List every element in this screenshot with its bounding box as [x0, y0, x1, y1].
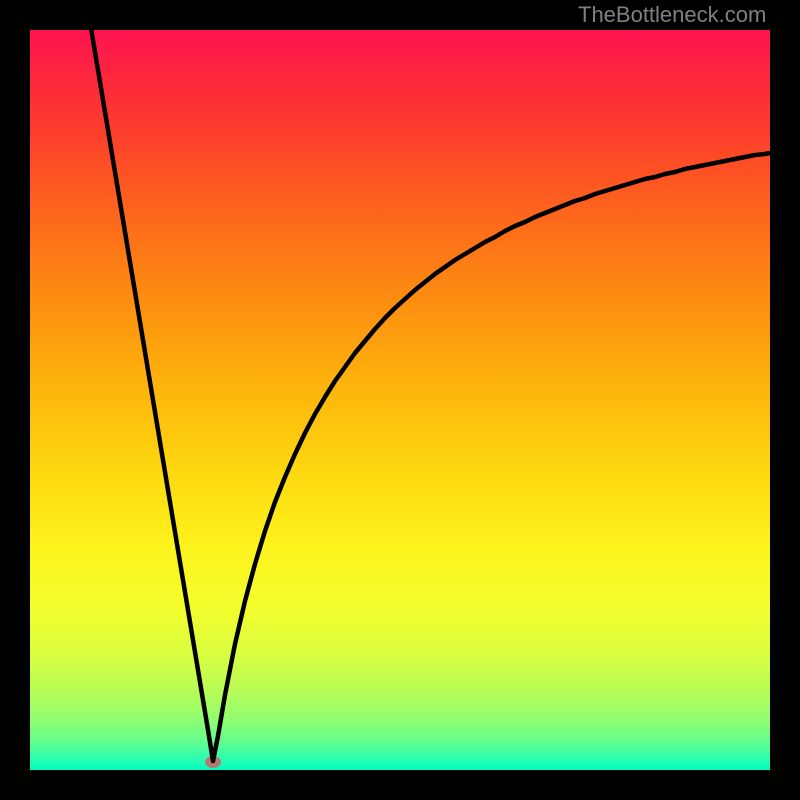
- watermark-text: TheBottleneck.com: [578, 2, 766, 28]
- curve-layer: [0, 0, 800, 800]
- bottleneck-curve: [90, 22, 770, 761]
